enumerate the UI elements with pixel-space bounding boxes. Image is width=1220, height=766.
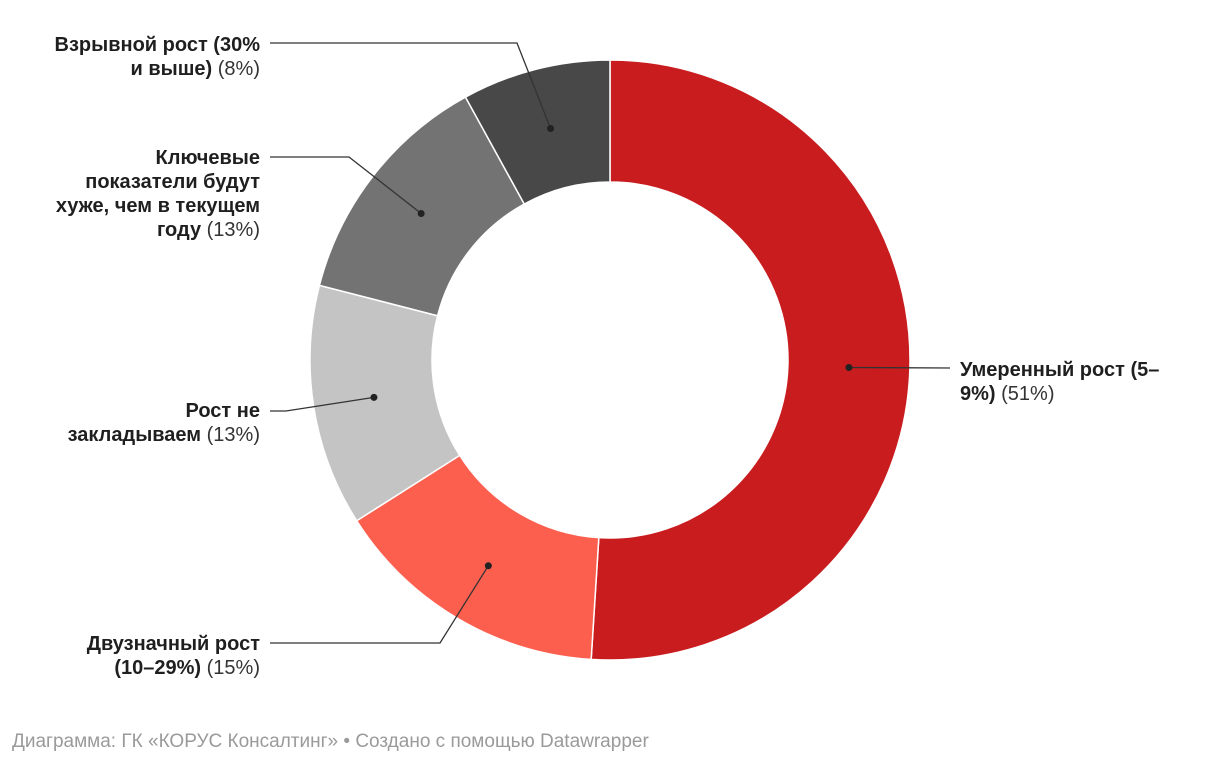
label-moderate-line2: 9%) — [960, 383, 996, 405]
leader-line — [270, 565, 489, 644]
label-explosive-growth: Взрывной рост (30% и выше) (8%) — [55, 33, 260, 81]
leader-line — [270, 156, 422, 215]
label-explosive-line1: Взрывной рост (30% — [54, 34, 260, 56]
leader-dot — [370, 393, 378, 401]
slice-explosive-growth — [464, 59, 611, 206]
label-no-growth-line2: закладываем — [67, 424, 202, 446]
label-moderate-growth: Умеренный рост (5– 9%) (51%) — [960, 358, 1159, 406]
chart-footer-credit: Диаграмма: ГК «КОРУС Консалтинг» • Созда… — [12, 731, 649, 752]
label-explosive-pct: (8%) — [217, 58, 260, 80]
label-double-line1: Двузначный рост — [86, 633, 260, 655]
leader-dot — [845, 364, 853, 372]
leader-line — [270, 396, 375, 412]
label-no-growth-pct: (13%) — [206, 424, 260, 446]
leader-line — [270, 42, 552, 129]
label-double-line2: (10–29%) — [114, 657, 202, 679]
leader-dot — [547, 125, 555, 133]
label-worse-line1: Ключевые — [155, 147, 260, 169]
label-worse-line2: показатели будут — [85, 171, 260, 193]
label-double-digit-growth: Двузначный рост (10–29%) (15%) — [87, 632, 260, 680]
label-worse-line3: хуже, чем в текущем — [55, 195, 260, 217]
label-explosive-line2: и выше) — [130, 58, 213, 80]
slice-moderate-growth — [590, 59, 911, 661]
label-worse-line4: году — [156, 219, 202, 241]
donut-chart — [270, 42, 951, 661]
label-worse-pct: (13%) — [206, 219, 260, 241]
label-no-growth: Рост не закладываем (13%) — [68, 399, 260, 447]
label-moderate-line1: Умеренный рост (5– — [960, 359, 1160, 381]
leader-dot — [417, 210, 425, 218]
label-worse-indicators: Ключевые показатели будут хуже, чем в те… — [56, 146, 260, 242]
label-double-pct: (15%) — [206, 657, 260, 679]
leader-dot — [484, 562, 492, 570]
label-moderate-pct: (51%) — [1001, 383, 1055, 405]
label-no-growth-line1: Рост не — [185, 400, 260, 422]
